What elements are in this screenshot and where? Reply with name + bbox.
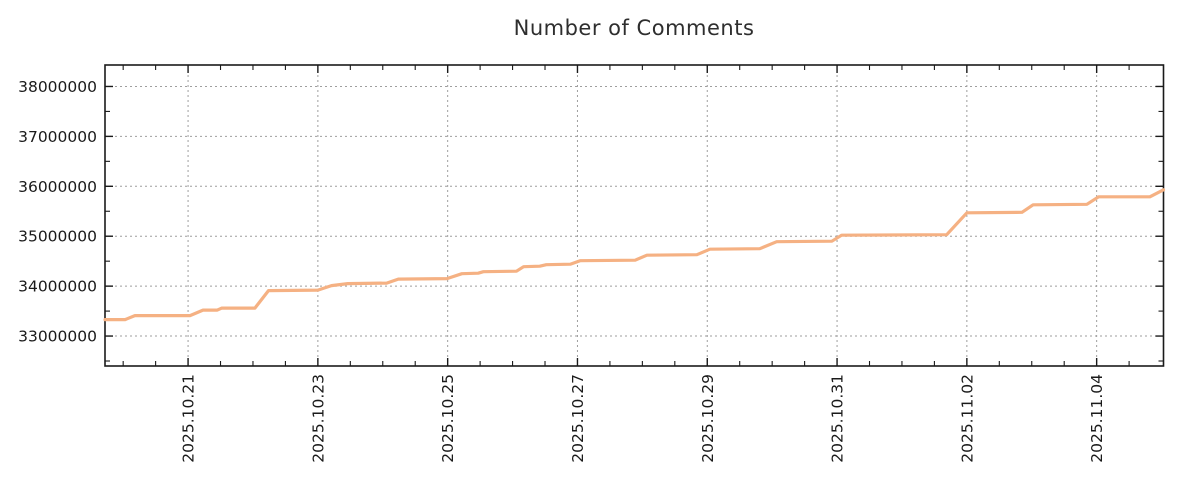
x-tick-label: 2025.10.21 xyxy=(180,374,198,463)
x-tick-label: 2025.10.25 xyxy=(439,374,457,463)
x-tick-label: 2025.10.23 xyxy=(309,374,327,463)
x-tick-label: 2025.10.27 xyxy=(569,374,587,463)
x-tick-label: 2025.11.02 xyxy=(958,374,976,463)
y-tick-label: 35000000 xyxy=(18,228,97,246)
x-tick-label: 2025.10.29 xyxy=(699,374,717,463)
y-tick-label: 34000000 xyxy=(18,278,97,296)
y-tick-label: 38000000 xyxy=(18,78,97,96)
data-line-comments xyxy=(103,188,1166,322)
chart-title: Number of Comments xyxy=(513,16,755,40)
x-tick-label: 2025.10.31 xyxy=(829,374,847,463)
y-tick-label: 36000000 xyxy=(18,178,97,196)
y-tick-label: 37000000 xyxy=(18,128,97,146)
plot-border xyxy=(104,64,1165,367)
x-tick-label: 2025.11.04 xyxy=(1088,374,1106,463)
y-tick-label: 33000000 xyxy=(18,328,97,346)
